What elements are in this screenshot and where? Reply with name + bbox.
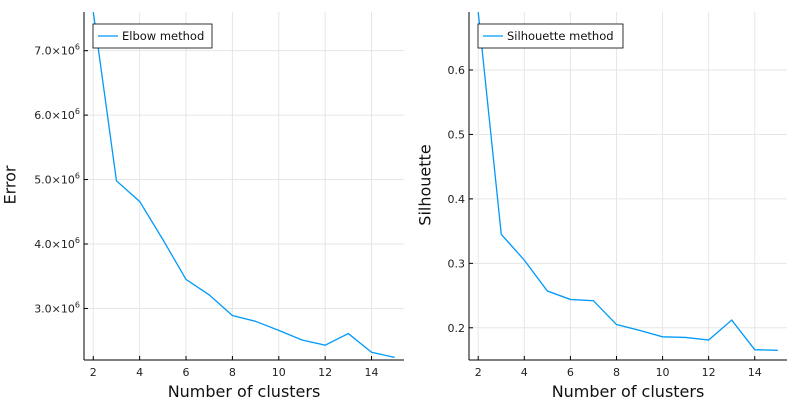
silhouette-y-tick-label: 0.2 [448,322,466,335]
elbow-legend: Elbow method [92,23,213,49]
elbow-x-tick-label: 10 [272,366,286,379]
silhouette-chart: 2 4 6 8 10 12 14 0.2 0.3 0.4 0.5 0.6 Number of clust… [416,12,787,400]
silhouette-x-tick-label: 6 [567,366,574,379]
silhouette-legend-label: Silhouette method [507,29,614,43]
elbow-legend-label: Elbow method [122,29,204,43]
elbow-series-line [92,12,395,359]
silhouette-y-tick-label: 0.4 [448,193,466,206]
elbow-x-tick-label: 6 [183,366,190,379]
silhouette-series-line [477,12,778,351]
silhouette-legend: Silhouette method [477,23,624,49]
silhouette-y-axis-label: Silhouette [416,144,435,225]
elbow-y-tick-label: 4.0×106 [34,236,80,251]
silhouette-x-tick-label: 4 [521,366,528,379]
elbow-x-tick-label: 8 [229,366,236,379]
elbow-y-tick-label: 3.0×106 [34,300,80,315]
elbow-x-tick-label: 4 [136,366,143,379]
elbow-x-axis-label: Number of clusters [168,382,321,400]
elbow-y-tick-label: 5.0×106 [34,172,80,187]
elbow-chart: 2 4 6 8 10 12 14 3.0×106 4.0×106 5.0×106 6.0×106 7.… [1,12,404,400]
silhouette-x-axis-label: Number of clusters [552,382,705,400]
silhouette-x-tick-label: 8 [613,366,620,379]
elbow-y-tick-label: 6.0×106 [34,107,80,122]
elbow-x-tick-label: 14 [365,366,379,379]
elbow-x-tick-label: 2 [90,366,97,379]
elbow-y-tick-label: 7.0×106 [34,43,80,58]
silhouette-y-tick-label: 0.6 [448,64,466,77]
silhouette-x-tick-label: 12 [702,366,716,379]
elbow-x-tick-label: 12 [318,366,332,379]
silhouette-x-tick-label: 2 [475,366,482,379]
elbow-y-axis-label: Error [1,165,20,204]
silhouette-y-tick-label: 0.3 [448,257,466,270]
silhouette-y-tick-label: 0.5 [448,128,466,141]
silhouette-x-tick-label: 10 [656,366,670,379]
silhouette-x-tick-label: 14 [748,366,762,379]
